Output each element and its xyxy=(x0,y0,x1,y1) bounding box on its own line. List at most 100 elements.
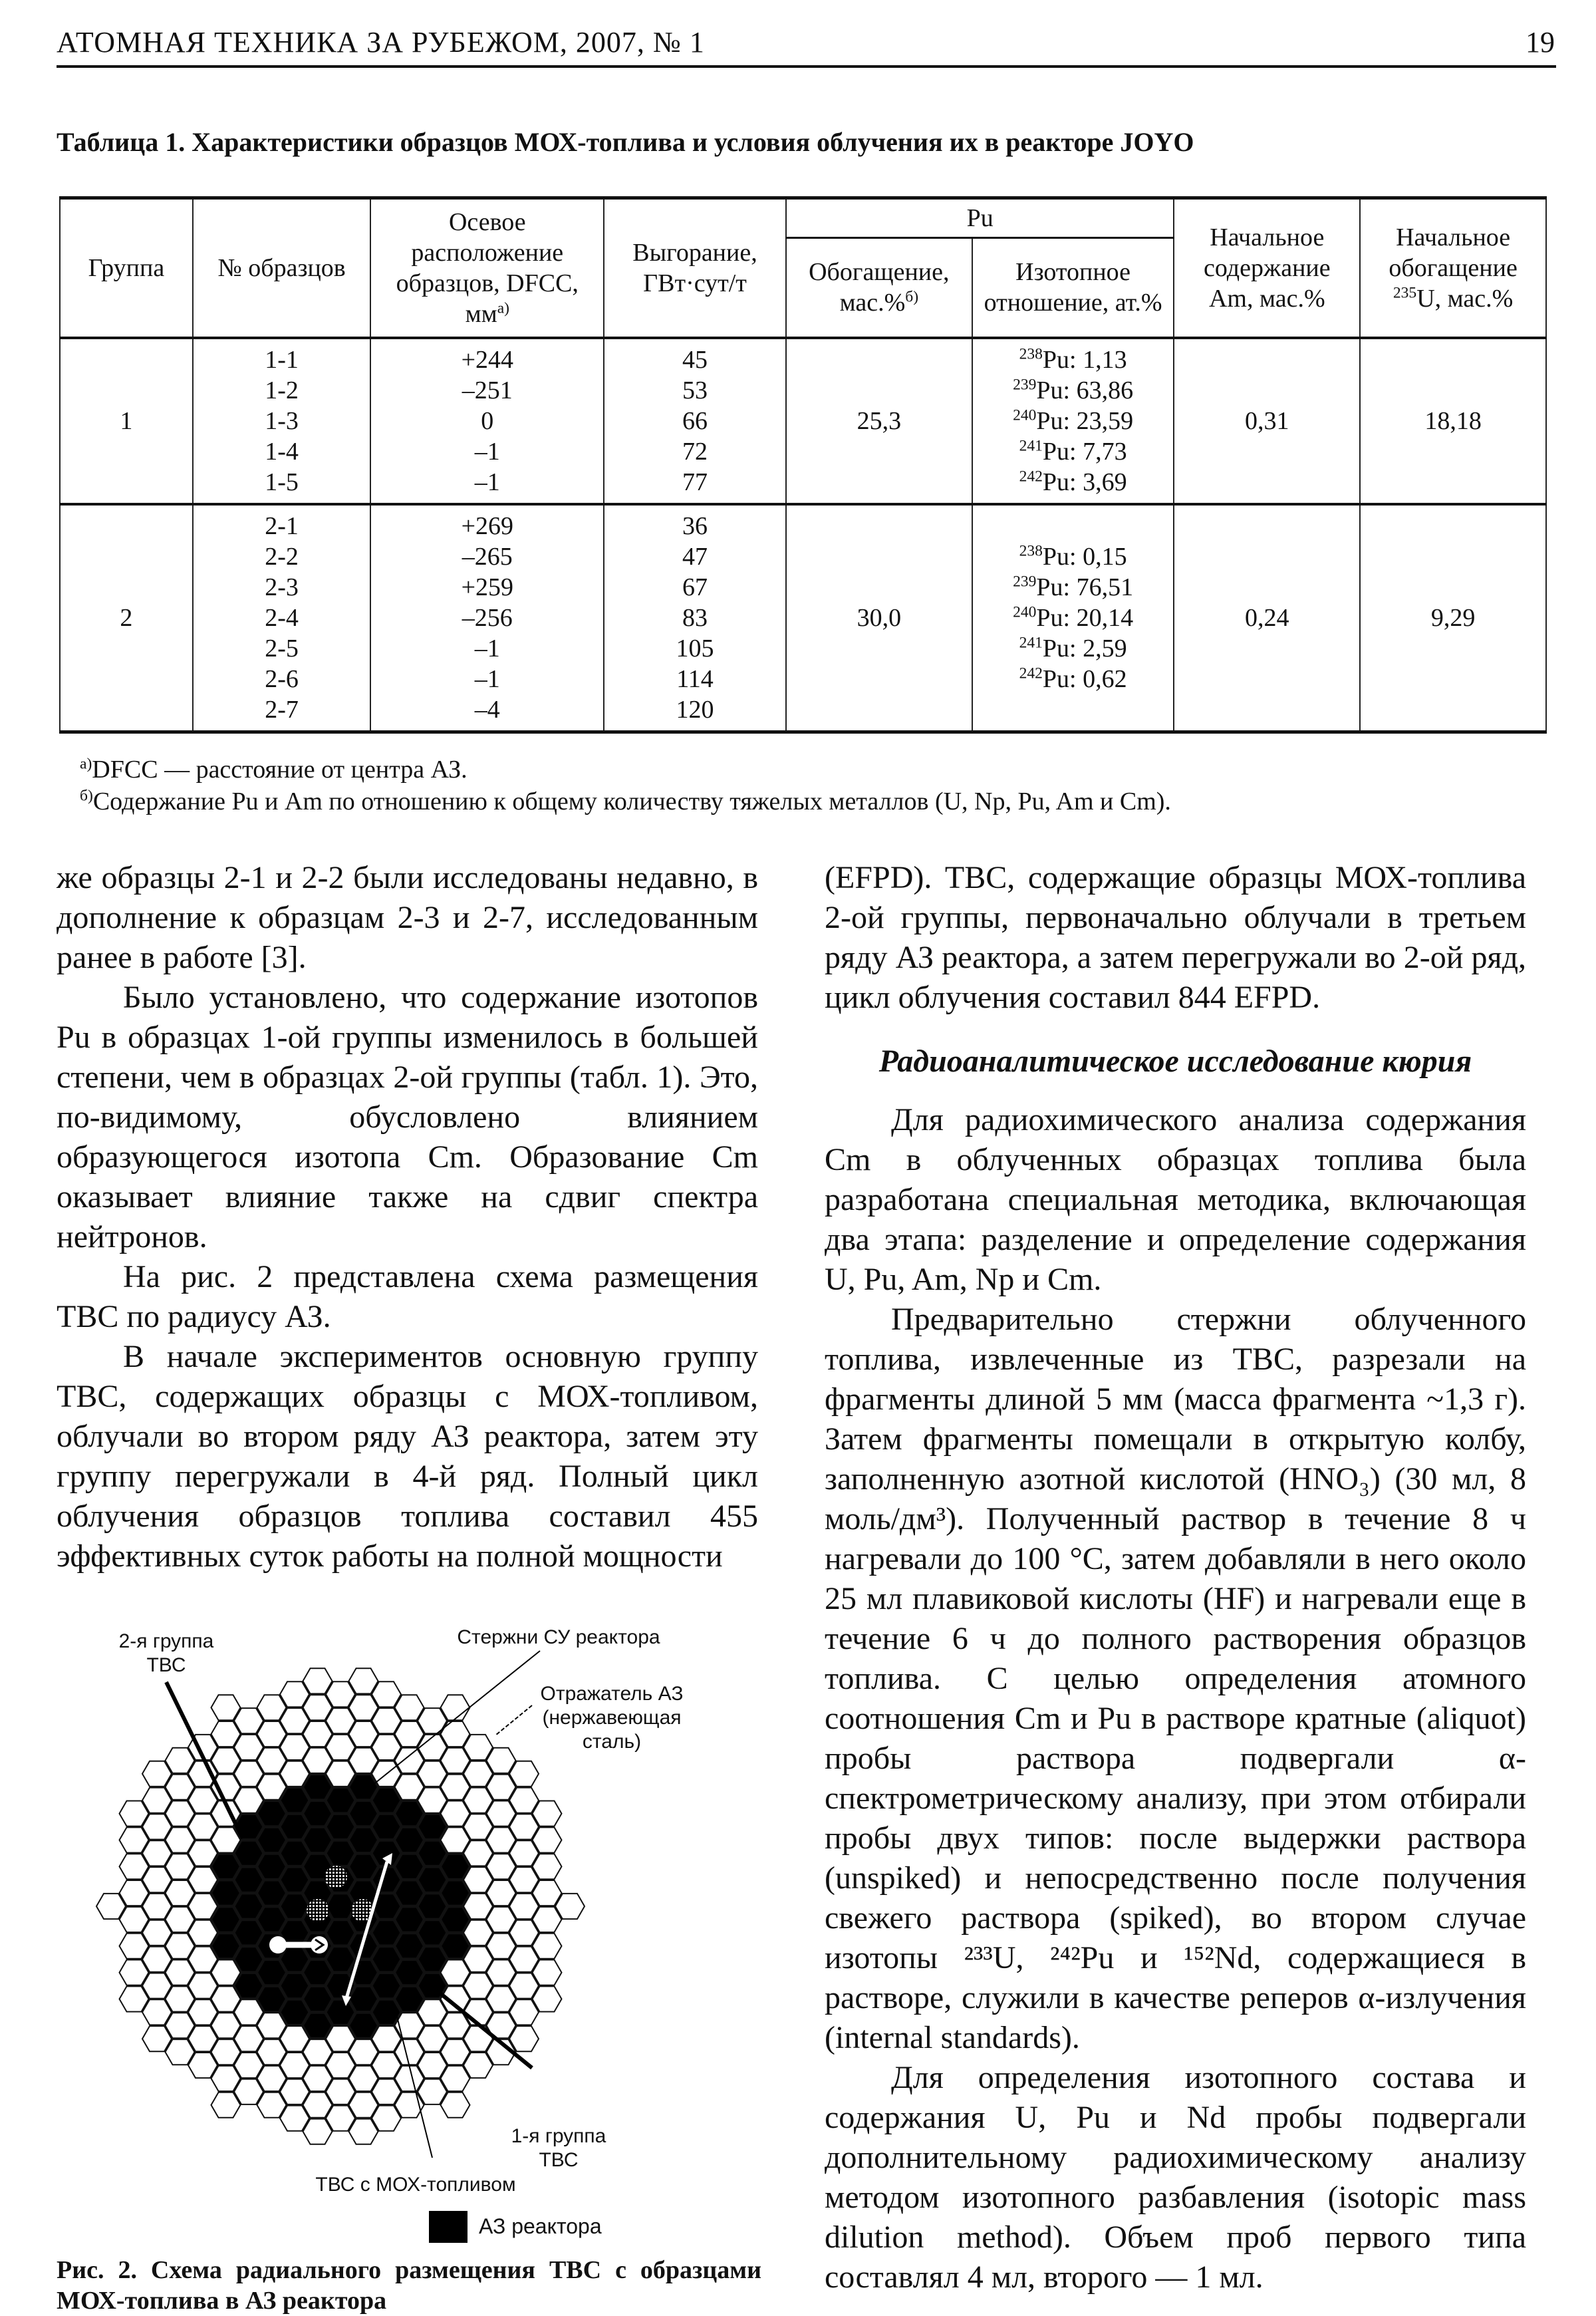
footnote-b: б)Содержание Pu и Am по отношению к обще… xyxy=(80,786,1547,817)
reflector-hex xyxy=(210,1959,241,1986)
isotope-value: 239Pu: 76,51 xyxy=(977,572,1170,603)
reflector-hex xyxy=(462,1840,494,1867)
burnup-cell: 36 47 67 83 105 114 120 xyxy=(603,502,787,732)
core-assembly-hex xyxy=(301,1826,334,1854)
mass-number: 239 xyxy=(1013,572,1037,590)
group-cell: 2 xyxy=(59,502,194,732)
reflector-hex xyxy=(394,1773,425,1801)
reflector-hex xyxy=(164,1985,196,2013)
core-assembly-hex xyxy=(279,1839,311,1867)
figure: 2-я группа ТВС Стержни СУ реактора Отраж… xyxy=(57,1599,761,2251)
core-assembly-hex xyxy=(439,1932,471,1960)
reflector-hex xyxy=(256,1747,287,1774)
burnup-value: 83 xyxy=(682,603,708,632)
reflector-hex xyxy=(325,1681,356,1708)
reflector-hex xyxy=(531,1853,563,1880)
u235-label: Начальное обогащение xyxy=(1389,223,1518,282)
core-assembly-hex xyxy=(209,1932,242,1960)
reflector-hex xyxy=(302,1721,333,1748)
reflector-hex xyxy=(416,2078,448,2105)
mass-number: 239 xyxy=(1013,375,1037,393)
footnote-a: а)DFCC — расстояние от центра АЗ. xyxy=(80,754,1547,786)
reflector-hex xyxy=(554,1892,586,1920)
reflector-hex xyxy=(233,1787,265,1814)
reflector-hex xyxy=(141,1787,173,1814)
core-assembly-hex xyxy=(209,1879,242,1907)
sample-value: 1-4 xyxy=(265,437,299,466)
reflector-hex xyxy=(485,1747,517,1774)
reflector-hex xyxy=(348,1667,379,1695)
reflector-hex xyxy=(279,1681,311,1708)
reflector-hex xyxy=(187,1813,219,1840)
mass-number: 240 xyxy=(1013,603,1037,621)
core-assembly-hex xyxy=(233,1892,265,1920)
sample-cell: 2-1 2-2 2-3 2-4 2-5 2-6 2-7 xyxy=(192,502,372,732)
label-mox: ТВС с МОХ-топливом xyxy=(315,2174,516,2196)
footnote-mark: б) xyxy=(80,786,93,804)
reflector-hex xyxy=(118,1906,150,1933)
mass-number: 242 xyxy=(1019,467,1043,485)
reflector-hex xyxy=(210,2065,241,2092)
isotope-value: 241Pu: 7,73 xyxy=(977,436,1170,467)
core-assembly-hex xyxy=(393,1959,426,1987)
reflector-hex xyxy=(187,1892,219,1920)
paragraph: Для определения изотопного состава и сод… xyxy=(825,2060,1526,2295)
reflector-hex xyxy=(141,1919,173,1946)
reflector-hex xyxy=(256,1694,287,1721)
core-assembly-hex xyxy=(255,1959,288,1987)
col-header-burnup: Выгорание, ГВт·сут/т xyxy=(603,197,787,339)
reflector-hex xyxy=(348,1721,379,1748)
reflector-hex xyxy=(485,1959,517,1986)
reflector-hex xyxy=(325,2025,356,2053)
isotope-fraction: Pu: 23,59 xyxy=(1036,406,1134,435)
core-assembly-hex xyxy=(416,1812,448,1840)
reflector-hex xyxy=(233,1760,265,1787)
mass-number: 241 xyxy=(1019,436,1043,454)
isotope-fraction: Pu: 0,62 xyxy=(1042,664,1127,693)
core-assembly-hex xyxy=(279,1812,311,1840)
reflector-hex xyxy=(531,1826,563,1854)
core-assembly-hex xyxy=(255,1985,288,2013)
reflector-hex xyxy=(233,2025,265,2053)
core-assembly-hex xyxy=(393,1985,426,2013)
am-cell: 0,24 xyxy=(1173,502,1361,732)
reflector-hex xyxy=(440,1694,471,1721)
reflector-hex xyxy=(508,1919,540,1946)
reflector-hex xyxy=(279,1707,311,1735)
reflector-hex xyxy=(164,1826,196,1854)
isotope-value: 240Pu: 23,59 xyxy=(977,406,1170,436)
core-assembly-hex xyxy=(370,1919,402,1947)
core-assembly-hex xyxy=(370,1998,402,2026)
reflector-hex xyxy=(508,1999,540,2026)
mass-number: 241 xyxy=(1019,633,1043,651)
axial-cell: +269 –265 +259 –256 –1 –1 –4 xyxy=(370,502,605,732)
reflector-hex xyxy=(256,2091,287,2118)
reflector-hex xyxy=(256,2012,287,2039)
reflector-hex xyxy=(508,1892,540,1920)
core-assembly-hex xyxy=(393,1852,426,1880)
reflector-hex xyxy=(462,1972,494,1999)
reflector-hex xyxy=(485,1800,517,1827)
left-column: же образцы 2-1 и 2-2 были исследованы не… xyxy=(57,858,758,1576)
isotope-fraction: Pu: 63,86 xyxy=(1036,376,1134,404)
sample-value: 2-1 xyxy=(265,511,299,540)
reflector-hex xyxy=(416,2025,448,2053)
reflector-hex xyxy=(462,1813,494,1840)
mass-number: 238 xyxy=(1019,541,1043,559)
core-assembly-hex xyxy=(393,1826,426,1854)
reflector-hex xyxy=(508,1946,540,1973)
core-assembly-hex xyxy=(301,1773,334,1801)
reflector-hex xyxy=(118,1800,150,1827)
isotope-value: 242Pu: 0,62 xyxy=(977,664,1170,694)
reflector-hex xyxy=(485,2012,517,2039)
core-assembly-hex xyxy=(255,1906,288,1934)
core-assembly-hex xyxy=(209,1852,242,1880)
reflector-hex xyxy=(416,1707,448,1735)
reflector-hex xyxy=(210,2091,241,2118)
core-assembly-hex xyxy=(370,1946,402,1973)
reflector-hex xyxy=(531,1985,563,2013)
reflector-hex xyxy=(141,1892,173,1920)
reflector-hex xyxy=(233,1999,265,2026)
reflector-hex xyxy=(394,1694,425,1721)
reflector-hex xyxy=(187,1840,219,1867)
